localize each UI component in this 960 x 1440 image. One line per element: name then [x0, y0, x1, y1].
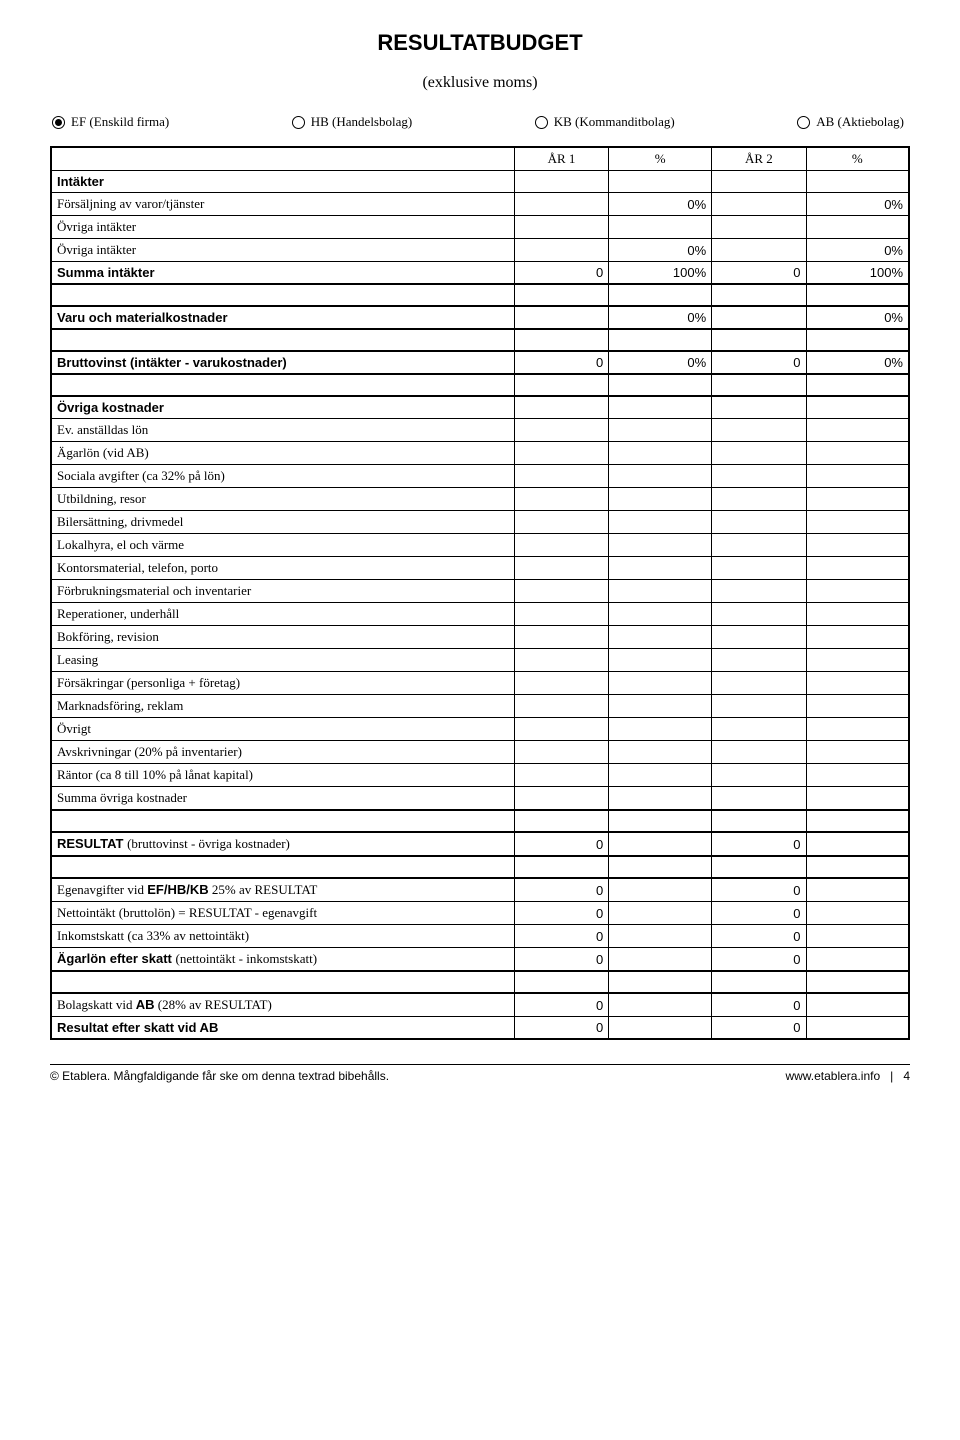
table-row: Utbildning, resor	[51, 488, 909, 511]
table-row: Nettointäkt (bruttolön) = RESULTAT - ege…	[51, 902, 909, 925]
row-label: Ägarlön efter skatt (nettointäkt - inkom…	[51, 948, 514, 972]
row-label: Ägarlön (vid AB)	[51, 442, 514, 465]
radio-label: HB (Handelsbolag)	[311, 114, 412, 130]
company-type-option[interactable]: EF (Enskild firma)	[52, 114, 169, 130]
row-label: Nettointäkt (bruttolön) = RESULTAT - ege…	[51, 902, 514, 925]
table-row: Ägarlön efter skatt (nettointäkt - inkom…	[51, 948, 909, 972]
row-label: RESULTAT (bruttovinst - övriga kostnader…	[51, 832, 514, 856]
row-label: Reperationer, underhåll	[51, 603, 514, 626]
table-row: RESULTAT (bruttovinst - övriga kostnader…	[51, 832, 909, 856]
row-label: Övriga kostnader	[51, 396, 514, 419]
page-footer: © Etablera. Mångfaldigande får ske om de…	[50, 1064, 910, 1083]
row-label: Intäkter	[51, 171, 514, 193]
table-row	[51, 374, 909, 396]
row-label: Inkomstskatt (ca 33% av nettointäkt)	[51, 925, 514, 948]
table-row: Övrigt	[51, 718, 909, 741]
table-row: Bruttovinst (intäkter - varukostnader)00…	[51, 351, 909, 374]
page-subtitle: (exklusive moms)	[50, 74, 910, 92]
row-label: Övrigt	[51, 718, 514, 741]
row-label: Kontorsmaterial, telefon, porto	[51, 557, 514, 580]
company-type-option[interactable]: KB (Kommanditbolag)	[535, 114, 675, 130]
company-type-radios: EF (Enskild firma) HB (Handelsbolag) KB (K…	[50, 114, 910, 130]
row-label: Försäljning av varor/tjänster	[51, 193, 514, 216]
col-pct2: %	[806, 147, 909, 171]
table-row	[51, 856, 909, 878]
radio-icon	[797, 116, 810, 129]
table-row: Intäkter	[51, 171, 909, 193]
col-year1: ÅR 1	[514, 147, 608, 171]
row-label: Bolagskatt vid AB (28% av RESULTAT)	[51, 993, 514, 1017]
company-type-option[interactable]: HB (Handelsbolag)	[292, 114, 412, 130]
table-row: Lokalhyra, el och värme	[51, 534, 909, 557]
row-label: Bilersättning, drivmedel	[51, 511, 514, 534]
table-row: Marknadsföring, reklam	[51, 695, 909, 718]
row-label: Varu och materialkostnader	[51, 306, 514, 329]
table-row	[51, 329, 909, 351]
footer-page: 4	[903, 1069, 910, 1083]
table-row: Försäkringar (personliga + företag)	[51, 672, 909, 695]
table-row: Sociala avgifter (ca 32% på lön)	[51, 465, 909, 488]
table-row: Övriga kostnader	[51, 396, 909, 419]
radio-icon	[535, 116, 548, 129]
table-row: Reperationer, underhåll	[51, 603, 909, 626]
table-row: Egenavgifter vid EF/HB/KB 25% av RESULTA…	[51, 878, 909, 902]
table-row: Förbrukningsmaterial och inventarier	[51, 580, 909, 603]
row-label: Bruttovinst (intäkter - varukostnader)	[51, 351, 514, 374]
row-label: Avskrivningar (20% på inventarier)	[51, 741, 514, 764]
row-label: Resultat efter skatt vid AB	[51, 1017, 514, 1040]
row-label: Bokföring, revision	[51, 626, 514, 649]
footer-link[interactable]: www.etablera.info	[785, 1069, 880, 1083]
table-row: Varu och materialkostnader0%0%	[51, 306, 909, 329]
radio-icon	[52, 116, 65, 129]
radio-label: EF (Enskild firma)	[71, 114, 169, 130]
row-label: Leasing	[51, 649, 514, 672]
table-row: Inkomstskatt (ca 33% av nettointäkt)00	[51, 925, 909, 948]
col-year2: ÅR 2	[712, 147, 806, 171]
table-row: Summa intäkter0100%0100%	[51, 262, 909, 285]
row-label: Försäkringar (personliga + företag)	[51, 672, 514, 695]
budget-table: ÅR 1 % ÅR 2 % IntäkterFörsäljning av var…	[50, 146, 910, 1040]
table-row: Leasing	[51, 649, 909, 672]
table-row	[51, 971, 909, 993]
row-label: Lokalhyra, el och värme	[51, 534, 514, 557]
row-label: Egenavgifter vid EF/HB/KB 25% av RESULTA…	[51, 878, 514, 902]
row-label: Förbrukningsmaterial och inventarier	[51, 580, 514, 603]
row-label: Sociala avgifter (ca 32% på lön)	[51, 465, 514, 488]
table-row: Bokföring, revision	[51, 626, 909, 649]
row-label: Summa intäkter	[51, 262, 514, 285]
table-row: Resultat efter skatt vid AB00	[51, 1017, 909, 1040]
table-header-row: ÅR 1 % ÅR 2 %	[51, 147, 909, 171]
table-row: Ägarlön (vid AB)	[51, 442, 909, 465]
row-label: Marknadsföring, reklam	[51, 695, 514, 718]
row-label: Utbildning, resor	[51, 488, 514, 511]
table-row: Övriga intäkter	[51, 216, 909, 239]
table-row: Bolagskatt vid AB (28% av RESULTAT)00	[51, 993, 909, 1017]
table-row: Ev. anställdas lön	[51, 419, 909, 442]
radio-label: AB (Aktiebolag)	[816, 114, 904, 130]
table-row: Avskrivningar (20% på inventarier)	[51, 741, 909, 764]
row-label: Övriga intäkter	[51, 239, 514, 262]
table-row: Kontorsmaterial, telefon, porto	[51, 557, 909, 580]
company-type-option[interactable]: AB (Aktiebolag)	[797, 114, 904, 130]
col-pct1: %	[609, 147, 712, 171]
table-row: Övriga intäkter0%0%	[51, 239, 909, 262]
table-row: Försäljning av varor/tjänster0%0%	[51, 193, 909, 216]
table-row	[51, 810, 909, 832]
row-label: Räntor (ca 8 till 10% på lånat kapital)	[51, 764, 514, 787]
footer-copyright: © Etablera. Mångfaldigande får ske om de…	[50, 1069, 389, 1083]
table-row: Räntor (ca 8 till 10% på lånat kapital)	[51, 764, 909, 787]
row-label: Summa övriga kostnader	[51, 787, 514, 811]
row-label: Övriga intäkter	[51, 216, 514, 239]
radio-icon	[292, 116, 305, 129]
footer-right: www.etablera.info | 4	[785, 1069, 910, 1083]
page-title: RESULTATBUDGET	[50, 30, 910, 56]
radio-label: KB (Kommanditbolag)	[554, 114, 675, 130]
row-label: Ev. anställdas lön	[51, 419, 514, 442]
table-row	[51, 284, 909, 306]
table-row: Bilersättning, drivmedel	[51, 511, 909, 534]
table-row: Summa övriga kostnader	[51, 787, 909, 811]
